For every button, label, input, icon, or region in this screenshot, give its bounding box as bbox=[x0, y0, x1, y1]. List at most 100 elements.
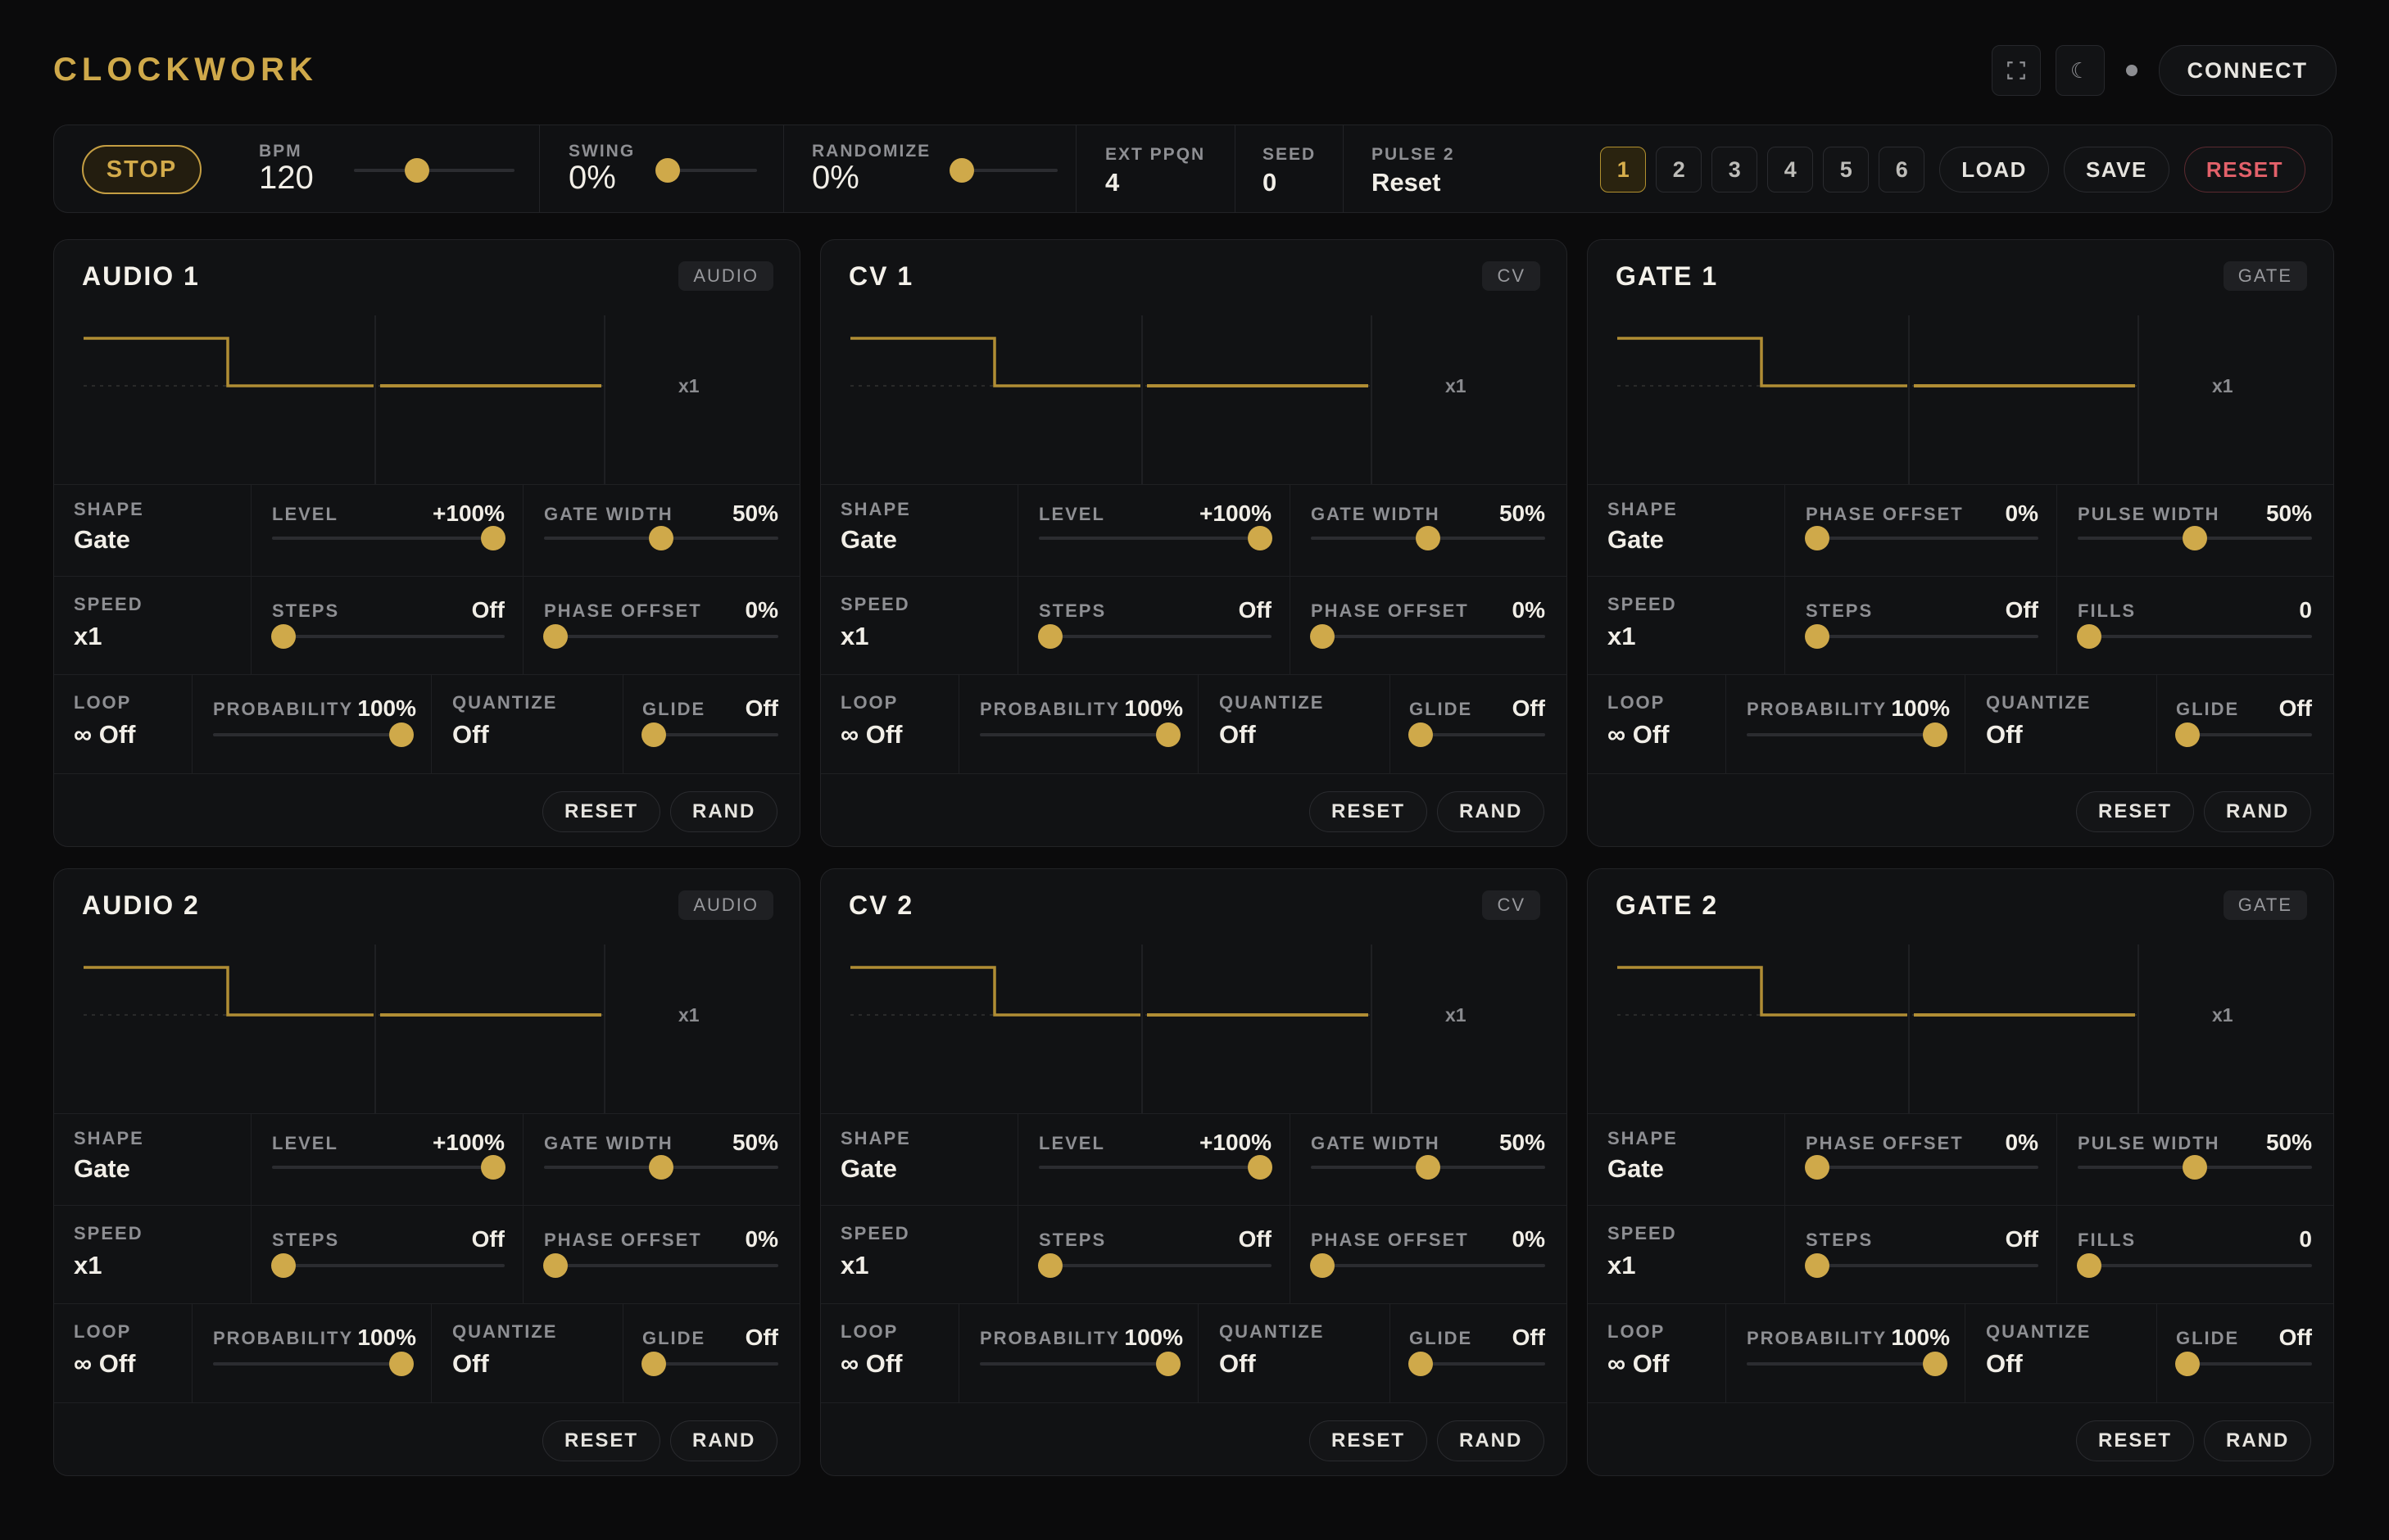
param3-slider[interactable] bbox=[2078, 635, 2312, 638]
param1-slider-knob[interactable] bbox=[1248, 526, 1272, 550]
probability-slider-knob[interactable] bbox=[389, 722, 414, 747]
steps-slider[interactable] bbox=[1806, 635, 2038, 638]
steps-slider-knob[interactable] bbox=[1038, 1253, 1063, 1278]
param3-slider[interactable] bbox=[1311, 1264, 1545, 1267]
probability-slider[interactable] bbox=[213, 733, 413, 736]
steps-slider-knob[interactable] bbox=[1805, 1253, 1829, 1278]
quantize-value[interactable]: Off bbox=[1986, 720, 2023, 749]
probability-slider[interactable] bbox=[213, 1362, 413, 1366]
param1-slider-knob[interactable] bbox=[1805, 1155, 1829, 1180]
probability-slider-knob[interactable] bbox=[1923, 1352, 1947, 1376]
steps-slider-knob[interactable] bbox=[271, 624, 296, 649]
steps-slider[interactable] bbox=[272, 1264, 505, 1267]
preset-slot-2[interactable]: 2 bbox=[1656, 147, 1702, 192]
loop-value[interactable]: ∞ Off bbox=[1607, 1349, 1670, 1378]
param2-slider-knob[interactable] bbox=[649, 526, 673, 550]
glide-slider[interactable] bbox=[1409, 733, 1545, 736]
glide-slider-knob[interactable] bbox=[641, 1352, 666, 1376]
speed-value[interactable]: x1 bbox=[74, 1251, 102, 1280]
preset-slot-6[interactable]: 6 bbox=[1879, 147, 1925, 192]
channel-reset-button[interactable]: RESET bbox=[542, 791, 661, 832]
steps-slider-knob[interactable] bbox=[1805, 624, 1829, 649]
steps-slider[interactable] bbox=[1039, 635, 1272, 638]
param3-slider[interactable] bbox=[544, 1264, 778, 1267]
param1-slider[interactable] bbox=[1806, 537, 2038, 540]
stop-button[interactable]: STOP bbox=[82, 145, 202, 194]
glide-slider-knob[interactable] bbox=[1408, 1352, 1433, 1376]
shape-value[interactable]: Gate bbox=[841, 525, 897, 554]
shape-value[interactable]: Gate bbox=[1607, 1154, 1664, 1183]
channel-rand-button[interactable]: RAND bbox=[670, 1420, 778, 1461]
param3-slider-knob[interactable] bbox=[543, 1253, 568, 1278]
param1-slider-knob[interactable] bbox=[481, 1155, 505, 1180]
param2-slider-knob[interactable] bbox=[2183, 526, 2207, 550]
probability-slider[interactable] bbox=[980, 1362, 1180, 1366]
seed-value[interactable]: 0 bbox=[1262, 168, 1277, 197]
quantize-value[interactable]: Off bbox=[1219, 1349, 1256, 1378]
probability-slider-knob[interactable] bbox=[389, 1352, 414, 1376]
quantize-value[interactable]: Off bbox=[1986, 1349, 2023, 1378]
glide-slider[interactable] bbox=[2176, 1362, 2312, 1366]
glide-slider[interactable] bbox=[642, 733, 778, 736]
param3-slider-knob[interactable] bbox=[2077, 624, 2101, 649]
param3-slider-knob[interactable] bbox=[543, 624, 568, 649]
glide-slider[interactable] bbox=[642, 1362, 778, 1366]
channel-rand-button[interactable]: RAND bbox=[2204, 791, 2312, 832]
probability-slider-knob[interactable] bbox=[1156, 722, 1181, 747]
bpm-slider[interactable] bbox=[354, 169, 515, 172]
swing-slider[interactable] bbox=[667, 169, 757, 172]
channel-rand-button[interactable]: RAND bbox=[1437, 1420, 1545, 1461]
probability-slider-knob[interactable] bbox=[1156, 1352, 1181, 1376]
ext-ppqn-value[interactable]: 4 bbox=[1105, 168, 1120, 197]
speed-value[interactable]: x1 bbox=[1607, 1251, 1636, 1280]
quantize-value[interactable]: Off bbox=[1219, 720, 1256, 749]
preset-slot-1[interactable]: 1 bbox=[1600, 147, 1647, 192]
glide-slider[interactable] bbox=[1409, 1362, 1545, 1366]
param1-slider[interactable] bbox=[1039, 537, 1272, 540]
channel-rand-button[interactable]: RAND bbox=[2204, 1420, 2312, 1461]
channel-rand-button[interactable]: RAND bbox=[1437, 791, 1545, 832]
loop-value[interactable]: ∞ Off bbox=[74, 720, 136, 749]
glide-slider-knob[interactable] bbox=[1408, 722, 1433, 747]
param3-slider-knob[interactable] bbox=[1310, 624, 1335, 649]
preset-slot-5[interactable]: 5 bbox=[1823, 147, 1870, 192]
theme-toggle-button[interactable]: ☾ bbox=[2055, 45, 2105, 96]
loop-value[interactable]: ∞ Off bbox=[841, 1349, 903, 1378]
channel-reset-button[interactable]: RESET bbox=[2076, 791, 2195, 832]
shape-value[interactable]: Gate bbox=[1607, 525, 1664, 554]
channel-reset-button[interactable]: RESET bbox=[1309, 791, 1428, 832]
loop-value[interactable]: ∞ Off bbox=[841, 720, 903, 749]
quantize-value[interactable]: Off bbox=[452, 1349, 489, 1378]
steps-slider-knob[interactable] bbox=[271, 1253, 296, 1278]
reset-all-button[interactable]: RESET bbox=[2183, 147, 2305, 192]
param2-slider-knob[interactable] bbox=[2183, 1155, 2207, 1180]
param2-slider-knob[interactable] bbox=[649, 1155, 673, 1180]
speed-value[interactable]: x1 bbox=[1607, 622, 1636, 650]
param3-slider[interactable] bbox=[1311, 635, 1545, 638]
preset-slot-3[interactable]: 3 bbox=[1711, 147, 1758, 192]
connect-button[interactable]: CONNECT bbox=[2158, 45, 2337, 96]
param1-slider-knob[interactable] bbox=[1805, 526, 1829, 550]
probability-slider[interactable] bbox=[1747, 733, 1947, 736]
bpm-slider-knob[interactable] bbox=[405, 158, 429, 183]
glide-slider-knob[interactable] bbox=[2175, 1352, 2200, 1376]
glide-slider-knob[interactable] bbox=[2175, 722, 2200, 747]
shape-value[interactable]: Gate bbox=[74, 525, 130, 554]
probability-slider[interactable] bbox=[980, 733, 1180, 736]
glide-slider[interactable] bbox=[2176, 733, 2312, 736]
steps-slider[interactable] bbox=[1039, 1264, 1272, 1267]
param1-slider-knob[interactable] bbox=[1248, 1155, 1272, 1180]
save-button[interactable]: SAVE bbox=[2063, 147, 2169, 192]
param3-slider-knob[interactable] bbox=[1310, 1253, 1335, 1278]
channel-reset-button[interactable]: RESET bbox=[542, 1420, 661, 1461]
randomize-slider-knob[interactable] bbox=[950, 158, 974, 183]
param2-slider-knob[interactable] bbox=[1416, 526, 1440, 550]
steps-slider-knob[interactable] bbox=[1038, 624, 1063, 649]
param1-slider-knob[interactable] bbox=[481, 526, 505, 550]
speed-value[interactable]: x1 bbox=[841, 1251, 869, 1280]
pulse2-value[interactable]: Reset bbox=[1371, 168, 1441, 197]
load-button[interactable]: LOAD bbox=[1939, 147, 2049, 192]
speed-value[interactable]: x1 bbox=[841, 622, 869, 650]
param3-slider[interactable] bbox=[544, 635, 778, 638]
param1-slider[interactable] bbox=[272, 1166, 505, 1169]
